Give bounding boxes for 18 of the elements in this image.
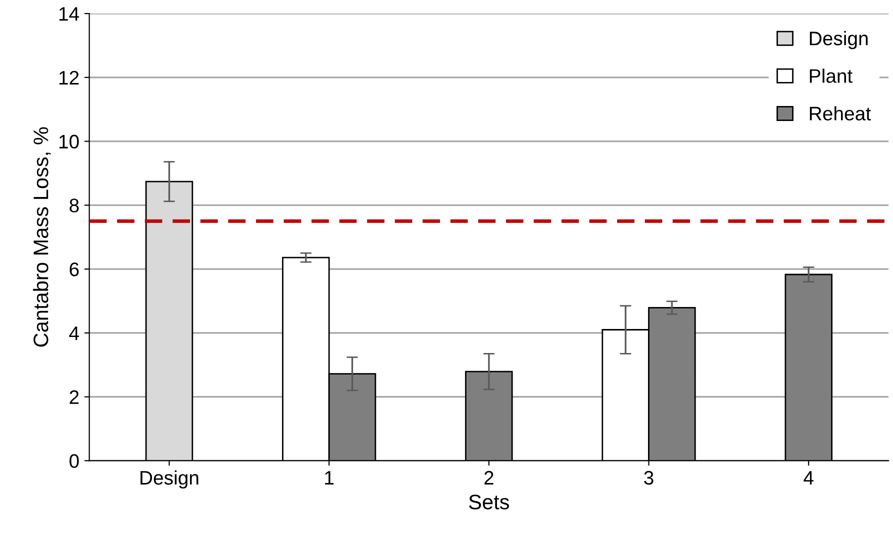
y-axis-title: Cantabro Mass Loss, % xyxy=(32,127,51,347)
y-tick-label: 0 xyxy=(70,454,79,468)
y-tick-label: 14 xyxy=(59,7,80,21)
y-tick-label: 8 xyxy=(70,198,79,212)
y-tick-label: 2 xyxy=(70,390,79,404)
y-tick-label: 4 xyxy=(69,326,80,340)
x-tick-label: 1 xyxy=(325,471,334,485)
legend-label: Design xyxy=(810,31,868,50)
legend-label: Plant xyxy=(810,68,853,83)
x-axis-title: Sets xyxy=(469,494,510,510)
legend-label: Reheat xyxy=(810,106,871,120)
x-tick-label: 2 xyxy=(484,470,494,485)
y-tick-label: 12 xyxy=(59,70,79,84)
y-tick-label: 6 xyxy=(70,262,79,276)
y-tick-label: 10 xyxy=(59,134,79,149)
x-tick-label: 4 xyxy=(804,471,814,485)
x-tick-label: 3 xyxy=(644,470,654,485)
x-tick-label: Design xyxy=(140,470,198,489)
